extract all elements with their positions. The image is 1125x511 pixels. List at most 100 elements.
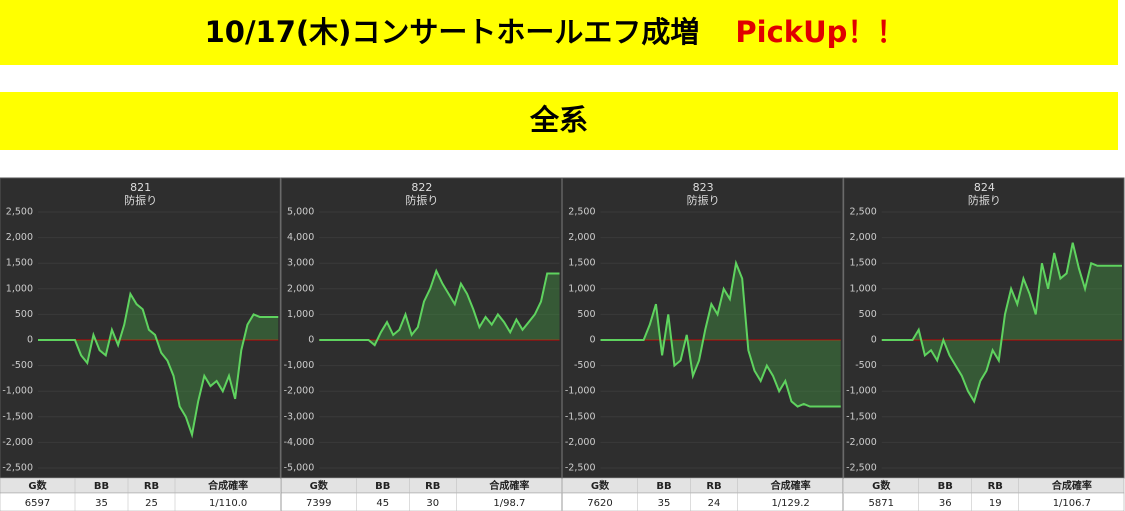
y-tick-label: -1,000	[846, 386, 877, 397]
y-tick-label: -5,000	[284, 463, 315, 474]
chart-subtitle: 防振り	[968, 193, 1001, 207]
table-row-bg	[843, 492, 1125, 511]
y-tick-label: 0	[871, 335, 877, 346]
y-tick-label: 2,500	[568, 207, 595, 218]
y-tick-label: -1,000	[565, 386, 596, 397]
table-cell: 25	[145, 498, 158, 509]
y-tick-label: -2,000	[2, 437, 33, 448]
chart-title: 824	[974, 181, 995, 194]
table-header: BB	[656, 481, 671, 492]
area	[881, 242, 1122, 402]
table-cell: 6597	[25, 498, 50, 509]
table-header: G数	[872, 479, 891, 492]
table-header: RB	[144, 481, 159, 492]
y-tick-label: -500	[11, 360, 33, 371]
y-tick-label: 0	[589, 335, 595, 346]
table-header: 合成確率	[770, 479, 811, 492]
title-highlight: PickUp！！	[735, 15, 905, 49]
chart-subtitle: 防振り	[687, 193, 720, 207]
table-header: G数	[28, 479, 47, 492]
table-cell: 1/110.0	[209, 498, 247, 509]
line	[881, 242, 1122, 404]
y-tick-label: -1,500	[565, 411, 596, 422]
y-tick-label: -500	[855, 360, 877, 371]
chart-subtitle: 防振り	[405, 193, 438, 207]
table-header: RB	[425, 481, 440, 492]
table-cell: 1/129.2	[771, 498, 809, 509]
table-cell: 36	[939, 498, 952, 509]
table-cell: 19	[989, 498, 1002, 509]
y-tick-label: 500	[15, 309, 33, 320]
table-header: RB	[706, 481, 721, 492]
area	[319, 270, 560, 346]
y-tick-label: 1,500	[6, 258, 33, 269]
table-row-bg	[281, 492, 562, 511]
table-cell: 7620	[587, 498, 612, 509]
table-cell: 1/106.7	[1053, 498, 1091, 509]
line	[319, 268, 560, 347]
y-tick-label: -4,000	[284, 437, 315, 448]
panel	[0, 177, 281, 479]
table-cell: 24	[708, 498, 721, 509]
chart-title: 821	[130, 181, 151, 194]
y-tick-label: 500	[859, 309, 877, 320]
area	[600, 263, 841, 407]
y-tick-label: 2,000	[6, 232, 33, 243]
panel	[843, 177, 1125, 479]
table-header: BB	[375, 481, 390, 492]
subtitle: 全系	[529, 103, 588, 137]
title-banner	[0, 0, 1118, 65]
y-tick-label: -2,000	[565, 437, 596, 448]
y-tick-label: 2,500	[6, 207, 33, 218]
table-header: BB	[94, 481, 109, 492]
table-header: RB	[988, 481, 1003, 492]
y-tick-label: 0	[308, 335, 314, 346]
y-tick-label: 1,000	[568, 283, 595, 294]
y-tick-label: 1,500	[850, 258, 877, 269]
y-tick-label: 2,000	[850, 232, 877, 243]
table-header: G数	[310, 479, 329, 492]
table-cell: 45	[376, 498, 389, 509]
chart-title: 822	[411, 181, 432, 194]
table-cell: 35	[658, 498, 671, 509]
table-cell: 35	[95, 498, 108, 509]
table-header: 合成確率	[488, 479, 529, 492]
table-cell: 30	[426, 498, 439, 509]
chart-title: 823	[693, 181, 714, 194]
y-tick-label: 0	[27, 335, 33, 346]
subtitle-banner	[0, 92, 1118, 150]
y-tick-label: 1,000	[850, 283, 877, 294]
title-text: 10/17(木)コンサートホールエフ成増	[205, 15, 700, 49]
y-tick-label: 2,500	[850, 207, 877, 218]
y-tick-label: -500	[574, 360, 596, 371]
y-tick-label: 3,000	[287, 258, 314, 269]
y-tick-label: -2,500	[2, 463, 33, 474]
y-tick-label: -1,000	[2, 386, 33, 397]
y-tick-label: 2,000	[568, 232, 595, 243]
y-tick-label: 500	[577, 309, 595, 320]
chart-subtitle: 防振り	[124, 193, 157, 207]
panel	[562, 177, 844, 479]
y-tick-label: -2,000	[284, 386, 315, 397]
y-tick-label: -1,000	[284, 360, 315, 371]
table-header: 合成確率	[1051, 479, 1092, 492]
y-tick-label: -1,500	[846, 411, 877, 422]
area	[38, 293, 279, 435]
table-row-bg	[562, 492, 843, 511]
table-cell: 1/98.7	[493, 498, 525, 509]
y-tick-label: -2,000	[846, 437, 877, 448]
y-tick-label: -1,500	[2, 411, 33, 422]
y-tick-label: -2,500	[565, 463, 596, 474]
table-header: G数	[591, 479, 610, 492]
y-tick-label: -2,500	[846, 463, 877, 474]
table-header: 合成確率	[207, 479, 248, 492]
y-tick-label: 1,500	[568, 258, 595, 269]
y-tick-label: 5,000	[287, 207, 314, 218]
line	[38, 291, 279, 439]
panel	[280, 177, 562, 479]
table-header: BB	[938, 481, 953, 492]
y-tick-label: -3,000	[284, 411, 315, 422]
y-tick-label: 4,000	[287, 232, 314, 243]
y-tick-label: 1,000	[287, 309, 314, 320]
